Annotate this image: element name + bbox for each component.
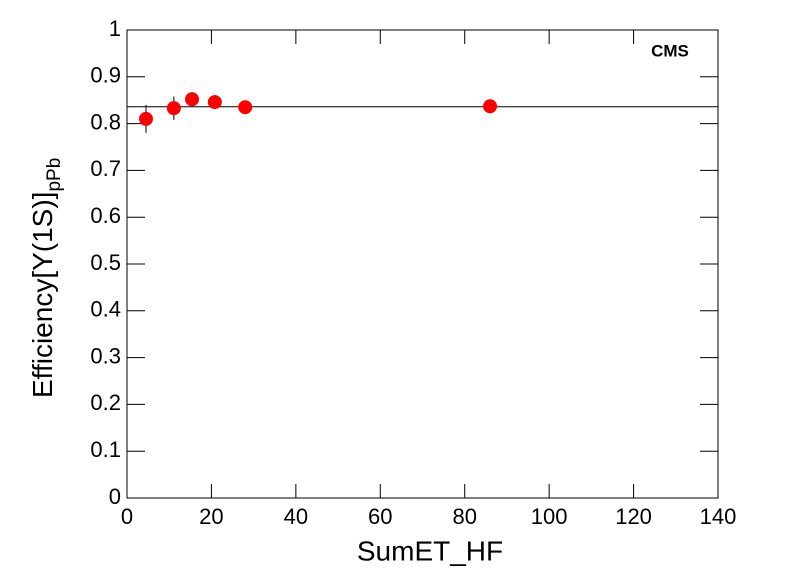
data-point (483, 99, 498, 114)
x-axis-label: SumET_HF (357, 535, 503, 566)
annotation: CMS (651, 41, 689, 60)
y-label-sub: pPb (44, 158, 65, 192)
x-tick-label: 40 (284, 504, 308, 529)
y-tick-label: 0.9 (90, 63, 121, 88)
data-point (185, 92, 200, 107)
x-tick-label: 100 (531, 504, 568, 529)
y-tick-label: 0.3 (90, 343, 121, 368)
y-tick-label: 0.8 (90, 109, 121, 134)
data-point (238, 100, 253, 115)
y-axis-label: Efficiency[Υ(1S)]pPb (27, 158, 65, 398)
x-tick-label: 20 (199, 504, 223, 529)
data-point (207, 95, 222, 110)
y-tick-label: 1 (109, 16, 121, 41)
x-tick-label: 60 (368, 504, 392, 529)
y-tick-label: 0.2 (90, 390, 121, 415)
y-tick-label: 0.6 (90, 203, 121, 228)
x-tick-label: 140 (700, 504, 737, 529)
y-tick-label: 0.1 (90, 437, 121, 462)
data-point (138, 111, 153, 126)
x-tick-label: 120 (615, 504, 652, 529)
data-point (166, 101, 181, 116)
y-label-main: Efficiency[Υ(1S)] (27, 192, 58, 398)
y-tick-label: 0.7 (90, 156, 121, 181)
y-tick-label: 0.4 (90, 297, 121, 322)
y-tick-label: 0 (109, 484, 121, 509)
x-tick-label: 0 (121, 504, 133, 529)
y-tick-label: 0.5 (90, 250, 121, 275)
x-tick-label: 80 (452, 504, 476, 529)
